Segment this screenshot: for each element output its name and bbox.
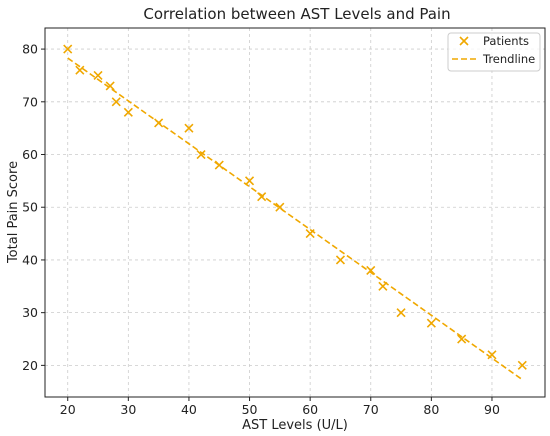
y-tick-label: 40 xyxy=(22,252,38,267)
data-point xyxy=(366,265,376,276)
y-tick-label: 60 xyxy=(22,147,38,162)
x-tick-label: 50 xyxy=(242,402,258,417)
plot-frame xyxy=(44,27,546,398)
data-point xyxy=(396,308,406,318)
legend: Patients Trendline xyxy=(447,32,541,72)
data-point xyxy=(426,318,436,328)
data-points xyxy=(63,44,527,370)
x-tick-label: 90 xyxy=(484,402,500,417)
x-tick-label: 20 xyxy=(60,402,76,417)
x-tick-label: 70 xyxy=(363,402,379,417)
grid xyxy=(45,28,545,397)
data-point xyxy=(257,192,267,202)
data-point xyxy=(275,202,285,212)
y-tick-label: 70 xyxy=(22,94,38,109)
x-axis-label: AST Levels (U/L) xyxy=(242,418,348,433)
data-point xyxy=(105,81,115,91)
y-tick-label: 30 xyxy=(22,305,38,320)
data-point xyxy=(93,70,103,81)
data-point xyxy=(335,255,346,265)
data-point xyxy=(123,107,133,117)
y-axis-label: Total Pain Score xyxy=(6,161,21,264)
y-tick-label: 80 xyxy=(22,42,38,57)
data-point xyxy=(154,118,164,128)
data-point xyxy=(75,65,85,75)
y-axis-ticks: 20 30 40 50 60 70 80 xyxy=(22,42,45,373)
data-point xyxy=(111,97,121,107)
data-point xyxy=(244,176,255,186)
x-tick-label: 80 xyxy=(423,402,439,417)
x-tick-label: 30 xyxy=(120,402,136,417)
trendline xyxy=(67,57,523,381)
data-point xyxy=(378,281,388,291)
chart-title: Correlation between AST Levels and Pain xyxy=(143,5,450,23)
data-point xyxy=(305,229,315,239)
data-point xyxy=(63,44,73,54)
x-tick-label: 40 xyxy=(181,402,197,417)
data-point xyxy=(487,350,497,360)
y-tick-label: 50 xyxy=(22,200,38,215)
x-axis-ticks: 20 30 40 50 60 70 80 90 xyxy=(60,397,500,417)
data-point xyxy=(517,360,527,370)
data-point xyxy=(184,123,194,133)
data-point xyxy=(214,160,224,170)
legend-trendline-label: Trendline xyxy=(482,52,535,66)
legend-box xyxy=(447,32,541,72)
data-point xyxy=(196,149,206,160)
legend-patients-label: Patients xyxy=(483,34,529,48)
data-point xyxy=(457,334,467,344)
y-tick-label: 20 xyxy=(22,358,38,373)
legend-patients-marker xyxy=(459,36,469,46)
x-tick-label: 60 xyxy=(302,402,318,417)
